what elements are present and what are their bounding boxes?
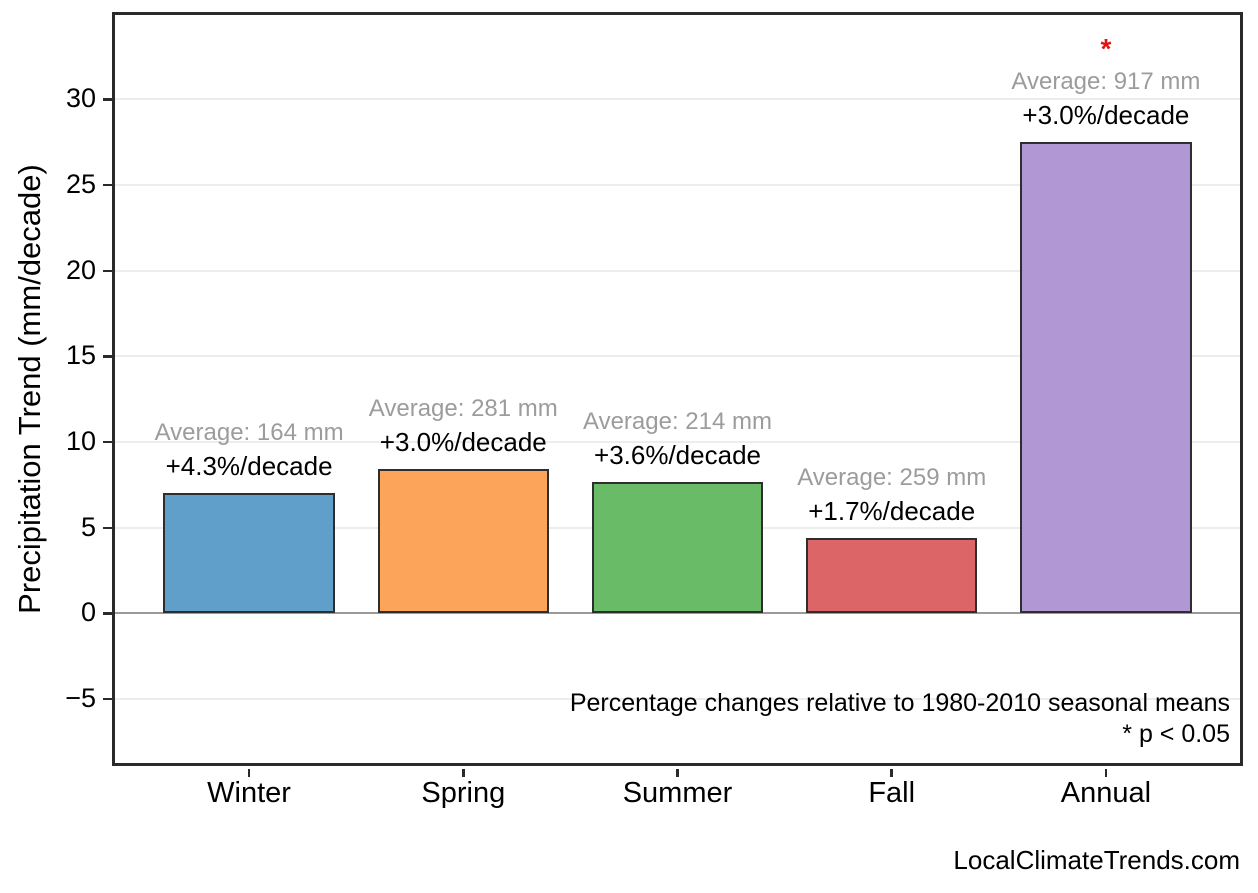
- trend-label: +3.0%/decade: [379, 427, 547, 458]
- gridline-25: [112, 184, 1243, 187]
- x-tick-mark-spring: [462, 769, 465, 777]
- footnote-line-2: * p < 0.05: [1122, 720, 1230, 748]
- bar-annotation-annual: * Average: 917 mm +3.0%/decade: [1011, 32, 1200, 132]
- significance-asterisk: *: [1100, 33, 1112, 65]
- bar-summer: [591, 481, 764, 614]
- bar-annotation-fall: Average: 259 mm +1.7%/decade: [797, 462, 986, 528]
- y-tick-label--5: −5: [65, 683, 96, 714]
- y-tick-label-20: 20: [65, 254, 96, 285]
- x-tick-label-spring: Spring: [421, 777, 506, 809]
- footnote-line-1: Percentage changes relative to 1980-2010…: [569, 689, 1230, 717]
- y-axis-label: Precipitation Trend (mm/decade): [12, 164, 47, 614]
- bar-annotation-spring: Average: 281 mm +3.0%/decade: [369, 393, 558, 459]
- average-label: Average: 214 mm: [583, 407, 772, 435]
- trend-label: +4.3%/decade: [165, 450, 333, 481]
- gridline-20: [112, 269, 1243, 272]
- trend-label: +3.6%/decade: [594, 439, 761, 470]
- average-label: Average: 917 mm: [1011, 68, 1201, 96]
- y-tick-label-10: 10: [65, 426, 96, 457]
- y-tick-mark-10: [103, 440, 112, 444]
- bar-fall: [806, 538, 978, 614]
- gridline-10: [112, 441, 1243, 444]
- y-tick-label-30: 30: [65, 83, 96, 114]
- gridline--5: [112, 698, 1243, 701]
- trend-label: +3.0%/decade: [1022, 100, 1190, 131]
- y-tick-label-0: 0: [80, 597, 96, 628]
- average-label: Average: 281 mm: [368, 395, 558, 423]
- y-tick-label-5: 5: [80, 511, 96, 542]
- y-tick-mark-25: [103, 183, 112, 187]
- bar-annual: [1020, 142, 1192, 614]
- y-tick-mark-5: [103, 526, 112, 530]
- bar-annotation-winter: Average: 164 mm +4.3%/decade: [155, 417, 344, 483]
- y-tick-label-15: 15: [65, 340, 96, 371]
- y-tick-mark-20: [103, 269, 112, 272]
- y-tick-label-25: 25: [65, 169, 96, 200]
- average-label: Average: 164 mm: [154, 418, 344, 446]
- y-tick-mark-15: [103, 355, 112, 358]
- average-label: Average: 259 mm: [797, 464, 987, 492]
- gridline-15: [112, 355, 1243, 358]
- x-tick-label-annual: Annual: [1060, 777, 1152, 809]
- attribution: LocalClimateTrends.com: [953, 845, 1240, 875]
- x-tick-mark-summer: [676, 769, 679, 777]
- x-tick-label-summer: Summer: [622, 777, 733, 809]
- bar-spring: [377, 469, 549, 614]
- x-tick-mark-winter: [247, 769, 251, 777]
- footnote: Percentage changes relative to 1980-2010…: [570, 688, 1230, 750]
- trend-label: +1.7%/decade: [808, 496, 976, 527]
- bar-annotation-summer: Average: 214 mm +3.6%/decade: [583, 406, 772, 472]
- x-tick-mark-annual: [1104, 769, 1108, 777]
- x-tick-mark-fall: [890, 769, 893, 777]
- x-tick-label-winter: Winter: [207, 777, 291, 809]
- zero-line: [112, 612, 1243, 615]
- y-tick-mark-30: [103, 98, 112, 101]
- y-tick-mark--5: [103, 697, 112, 701]
- gridline-30: [112, 98, 1243, 101]
- y-tick-mark-0: [103, 612, 112, 615]
- bar-winter: [163, 492, 335, 614]
- x-tick-label-fall: Fall: [868, 777, 916, 809]
